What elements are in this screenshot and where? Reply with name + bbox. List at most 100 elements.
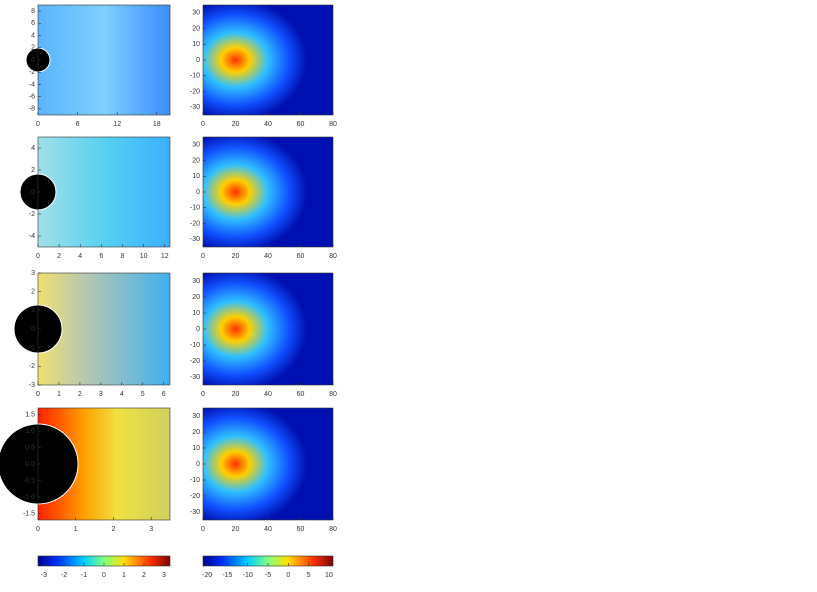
x-tick-label: 3 (99, 391, 103, 398)
y-tick-label: -10 (190, 205, 200, 212)
x-tick-label: 0 (36, 121, 40, 128)
y-tick-label: 10 (192, 41, 200, 48)
y-tick-label: 1 (31, 307, 35, 314)
y-tick-label: 6 (31, 20, 35, 27)
y-tick-label: 4 (31, 32, 35, 39)
y-tick-label: -3 (29, 382, 35, 389)
x-tick-label: 60 (297, 253, 305, 260)
y-tick-label: -20 (190, 493, 200, 500)
x-tick-label: 5 (141, 391, 145, 398)
x-tick-label: 0 (102, 572, 106, 579)
heatmap-image (38, 137, 170, 247)
y-tick-label: 8 (31, 8, 35, 15)
y-tick-label: 30 (192, 278, 200, 285)
x-tick-label: 1 (122, 572, 126, 579)
y-tick-label: 0 (196, 57, 200, 64)
x-tick-label: -5 (265, 572, 271, 579)
y-tick-label: -2 (29, 363, 35, 370)
y-tick-label: -4 (29, 81, 35, 88)
y-tick-label: -30 (190, 236, 200, 243)
y-tick-label: 0 (31, 57, 35, 64)
x-tick-label: 1 (74, 526, 78, 533)
x-tick-label: 80 (329, 391, 337, 398)
y-tick-label: -20 (190, 88, 200, 95)
x-tick-label: 0 (36, 391, 40, 398)
heatmap-image (203, 273, 333, 385)
x-tick-label: 40 (264, 253, 272, 260)
x-tick-label: 10 (325, 572, 333, 579)
x-tick-label: -15 (222, 572, 232, 579)
y-tick-label: 10 (192, 310, 200, 317)
y-tick-label: -4 (29, 233, 35, 240)
y-tick-label: 2 (31, 45, 35, 52)
y-tick-label: -10 (190, 342, 200, 349)
y-tick-label: -0.5 (23, 477, 35, 484)
y-tick-label: -20 (190, 358, 200, 365)
x-tick-label: 40 (264, 121, 272, 128)
y-tick-label: -2 (29, 211, 35, 218)
heatmap-image (38, 5, 170, 115)
x-tick-label: 20 (232, 121, 240, 128)
x-tick-label: 1 (57, 391, 61, 398)
x-tick-label: 60 (297, 121, 305, 128)
x-tick-label: 0 (201, 253, 205, 260)
y-tick-label: -10 (190, 73, 200, 80)
y-tick-label: 1.0 (25, 428, 35, 435)
x-tick-label: 80 (329, 253, 337, 260)
x-tick-label: 2 (78, 391, 82, 398)
x-tick-label: 12 (113, 121, 121, 128)
y-tick-label: 20 (192, 157, 200, 164)
x-tick-label: 80 (329, 526, 337, 533)
y-tick-label: 20 (192, 25, 200, 32)
y-tick-label: -8 (29, 106, 35, 113)
x-tick-label: 12 (161, 253, 169, 260)
y-tick-label: 0 (196, 189, 200, 196)
x-tick-label: 6 (162, 391, 166, 398)
y-tick-label: 30 (192, 10, 200, 17)
y-tick-label: 2 (31, 289, 35, 296)
x-tick-label: 18 (153, 121, 161, 128)
x-tick-label: 2 (111, 526, 115, 533)
y-tick-label: 1.5 (25, 411, 35, 418)
y-tick-label: -6 (29, 94, 35, 101)
x-tick-label: 3 (162, 572, 166, 579)
x-tick-label: 10 (140, 253, 148, 260)
y-tick-label: -1.0 (23, 494, 35, 501)
x-tick-label: 6 (76, 121, 80, 128)
y-tick-label: 0 (196, 326, 200, 333)
y-tick-label: 30 (192, 142, 200, 149)
x-tick-label: 0 (201, 391, 205, 398)
x-tick-label: 40 (264, 391, 272, 398)
x-tick-label: 6 (99, 253, 103, 260)
x-tick-label: 4 (120, 391, 124, 398)
x-tick-label: 0 (36, 526, 40, 533)
x-tick-label: 0 (286, 572, 290, 579)
x-tick-label: 20 (232, 391, 240, 398)
x-tick-label: 8 (121, 253, 125, 260)
y-tick-label: 0.0 (25, 461, 35, 468)
x-tick-label: 20 (232, 253, 240, 260)
y-tick-label: 0 (196, 461, 200, 468)
y-tick-label: 0 (31, 326, 35, 333)
y-tick-label: -2 (29, 69, 35, 76)
x-tick-label: -10 (243, 572, 253, 579)
x-tick-label: 2 (57, 253, 61, 260)
x-tick-label: 60 (297, 391, 305, 398)
y-tick-label: 20 (192, 294, 200, 301)
x-tick-label: 2 (142, 572, 146, 579)
y-tick-label: -20 (190, 220, 200, 227)
y-tick-label: -30 (190, 374, 200, 381)
y-tick-label: -1 (29, 345, 35, 352)
x-tick-label: -3 (41, 572, 47, 579)
x-tick-label: 5 (307, 572, 311, 579)
x-tick-label: 40 (264, 526, 272, 533)
y-tick-label: 2 (31, 167, 35, 174)
heatmap-image (203, 408, 333, 520)
y-tick-label: 20 (192, 429, 200, 436)
x-tick-label: -1 (81, 572, 87, 579)
y-tick-label: 30 (192, 413, 200, 420)
x-tick-label: 4 (78, 253, 82, 260)
y-tick-label: 10 (192, 445, 200, 452)
y-tick-label: 3 (31, 270, 35, 277)
heatmap-image (203, 137, 333, 247)
